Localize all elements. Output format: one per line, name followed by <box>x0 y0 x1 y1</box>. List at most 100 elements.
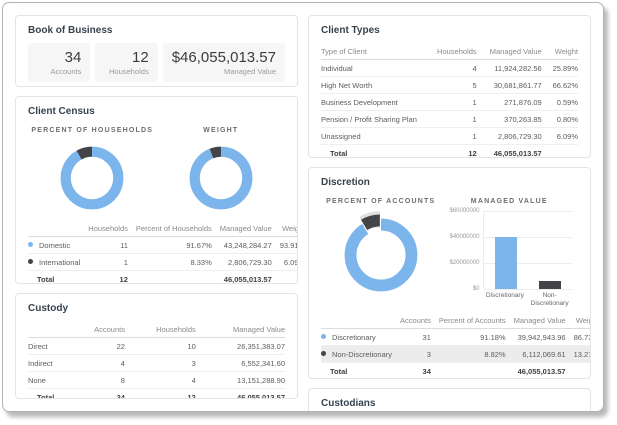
panel-title-book-of-business: Book of Business <box>28 25 113 36</box>
cell-managed-value: 271,876.09 <box>476 93 542 111</box>
table-row-domestic[interactable]: Domestic 11 91.67% 43,248,284.27 93.91% <box>28 236 297 254</box>
cell-managed-value: 30,681,861.77 <box>476 76 542 94</box>
stat-managed-value: $46,055,013.57 Managed Value <box>162 43 285 83</box>
client-types-table: Type of Client Households Managed Value … <box>321 43 578 157</box>
stat-households-value: 12 <box>132 49 149 66</box>
right-column: Client Types Type of Client Households M… <box>308 15 591 411</box>
total-label: Total <box>28 270 81 283</box>
row-label: International <box>39 257 81 267</box>
panel-title-client-census: Client Census <box>28 106 95 117</box>
row-label: None <box>28 371 68 389</box>
cell-accounts: 4 <box>67 354 125 372</box>
donut-percent-of-accounts[interactable] <box>337 211 425 299</box>
cell-managed-value: 43,248,284.27 <box>211 236 272 254</box>
bar-discretionary[interactable] <box>494 237 517 289</box>
chart-title-percent-of-households: PERCENT OF HOUSEHOLDS <box>31 127 154 134</box>
dashboard-window: Book of Business 34 Accounts 12 Househol… <box>2 2 604 412</box>
y-axis-tick: $0 <box>472 286 480 292</box>
col-header-type-of-client: Type of Client <box>321 43 426 60</box>
col-header-blank <box>28 321 68 338</box>
table-row-business-development: Business Development 1 271,876.09 0.59% <box>321 93 578 111</box>
chart-title-percent-of-accounts: PERCENT OF ACCOUNTS <box>326 198 436 205</box>
bar-non-discretionary[interactable] <box>538 281 561 289</box>
col-header-blank <box>321 312 393 330</box>
col-header-accounts: Accounts <box>392 312 431 330</box>
cell-households: 5 <box>425 76 477 94</box>
table-header-row: Households Percent of Households Managed… <box>28 220 297 237</box>
cell-managed-value: 6,112,069.61 <box>505 345 566 364</box>
stat-accounts: 34 Accounts <box>28 43 91 83</box>
panel-title-discretion: Discretion <box>321 177 370 188</box>
client-census-charts: PERCENT OF HOUSEHOLDS WEIGHT <box>28 124 285 216</box>
cell-weight: 6.09% <box>271 253 297 271</box>
table-row-total: Total 12 46,055,013.57 <box>28 270 297 283</box>
cell-households: 3 <box>124 354 196 372</box>
total-managed-value: 46,055,013.57 <box>195 388 285 398</box>
chart-title-managed-value: MANAGED VALUE <box>470 198 548 205</box>
total-label: Total <box>28 388 68 398</box>
row-label: High Net Worth <box>321 76 426 94</box>
cell-households: 1 <box>425 93 477 111</box>
col-header-weight: Weight <box>271 220 297 237</box>
y-axis-tick: $20000000 <box>449 259 480 266</box>
gridline <box>483 262 572 264</box>
col-header-blank <box>28 220 81 237</box>
col-header-managed-value: Managed Value <box>195 321 285 338</box>
legend-dot-blue-icon <box>28 241 33 247</box>
stat-households-label: Households <box>109 67 149 77</box>
table-row-unassigned: Unassigned 1 2,806,729.30 6.09% <box>321 127 578 145</box>
table-row-high-net-worth: High Net Worth 5 30,681,861.77 66.62% <box>321 76 578 94</box>
row-label: Non-Discretionary <box>332 349 393 359</box>
cell-managed-value: 26,351,383.07 <box>195 337 285 355</box>
col-header-households: Households <box>124 321 196 338</box>
cell-households: 11 <box>80 236 128 254</box>
x-axis-labels: Discretionary Non-Discretionary <box>483 292 572 308</box>
table-row-none: None 8 4 13,151,288.90 <box>28 371 285 389</box>
panel-book-of-business: Book of Business 34 Accounts 12 Househol… <box>15 15 298 87</box>
donut-percent-of-households[interactable] <box>54 140 130 216</box>
cell-percent: 91.67% <box>127 236 212 254</box>
cell-percent: 8.33% <box>127 253 212 271</box>
panel-title-client-types: Client Types <box>321 25 380 36</box>
cell-households: 10 <box>124 337 196 355</box>
cell-weight: 25.89% <box>541 59 578 77</box>
col-header-weight: Weight <box>565 312 590 330</box>
table-row-total: Total 12 46,055,013.57 <box>321 144 578 157</box>
legend-dot-blue-icon <box>321 333 326 339</box>
table-row-non-discretionary-selected[interactable]: Non-Discretionary 3 8.82% 6,112,069.61 1… <box>321 345 590 364</box>
cell-accounts: 3 <box>392 345 431 364</box>
cell-weight: 93.91% <box>271 236 297 254</box>
left-column: Book of Business 34 Accounts 12 Househol… <box>15 15 298 399</box>
table-row-individual: Individual 4 11,924,282.56 25.89% <box>321 59 578 77</box>
gridline <box>483 236 572 238</box>
row-label: Indirect <box>28 354 68 372</box>
cell-weight: 0.80% <box>541 110 578 128</box>
stats-row: 34 Accounts 12 Households $46,055,013.57… <box>28 43 285 83</box>
chart-percent-of-accounts: PERCENT OF ACCOUNTS <box>321 195 441 299</box>
table-row-total: Total 34 46,055,013.57 <box>321 362 590 378</box>
cell-weight: 6.09% <box>541 127 578 145</box>
x-axis-label-discretionary: Discretionary <box>485 292 524 299</box>
cell-accounts: 31 <box>392 328 431 347</box>
panel-title-custody: Custody <box>28 303 68 314</box>
cell-households: 1 <box>80 253 128 271</box>
total-accounts: 34 <box>67 388 125 398</box>
cell-managed-value: 11,924,282.56 <box>476 59 542 77</box>
cell-managed-value: 39,942,943.96 <box>505 328 566 347</box>
col-header-weight: Weight <box>541 43 578 60</box>
cell-managed-value: 13,151,288.90 <box>195 371 285 389</box>
total-managed-value: 46,055,013.57 <box>211 270 272 283</box>
row-label: Direct <box>28 337 68 355</box>
chart-title-weight: WEIGHT <box>203 127 239 134</box>
total-households: 12 <box>124 388 196 398</box>
stat-accounts-label: Accounts <box>50 67 82 77</box>
donut-weight[interactable] <box>183 140 259 216</box>
total-label: Total <box>321 144 426 157</box>
cell-households: 4 <box>124 371 196 389</box>
table-row-discretionary[interactable]: Discretionary 31 91.18% 39,942,943.96 86… <box>321 328 590 347</box>
total-label: Total <box>321 362 393 378</box>
col-header-households: Households <box>425 43 477 60</box>
stat-accounts-value: 34 <box>64 49 82 66</box>
cell-weight: 13.27% <box>565 345 590 364</box>
table-row-international[interactable]: International 1 8.33% 2,806,729.30 6.09% <box>28 253 297 271</box>
